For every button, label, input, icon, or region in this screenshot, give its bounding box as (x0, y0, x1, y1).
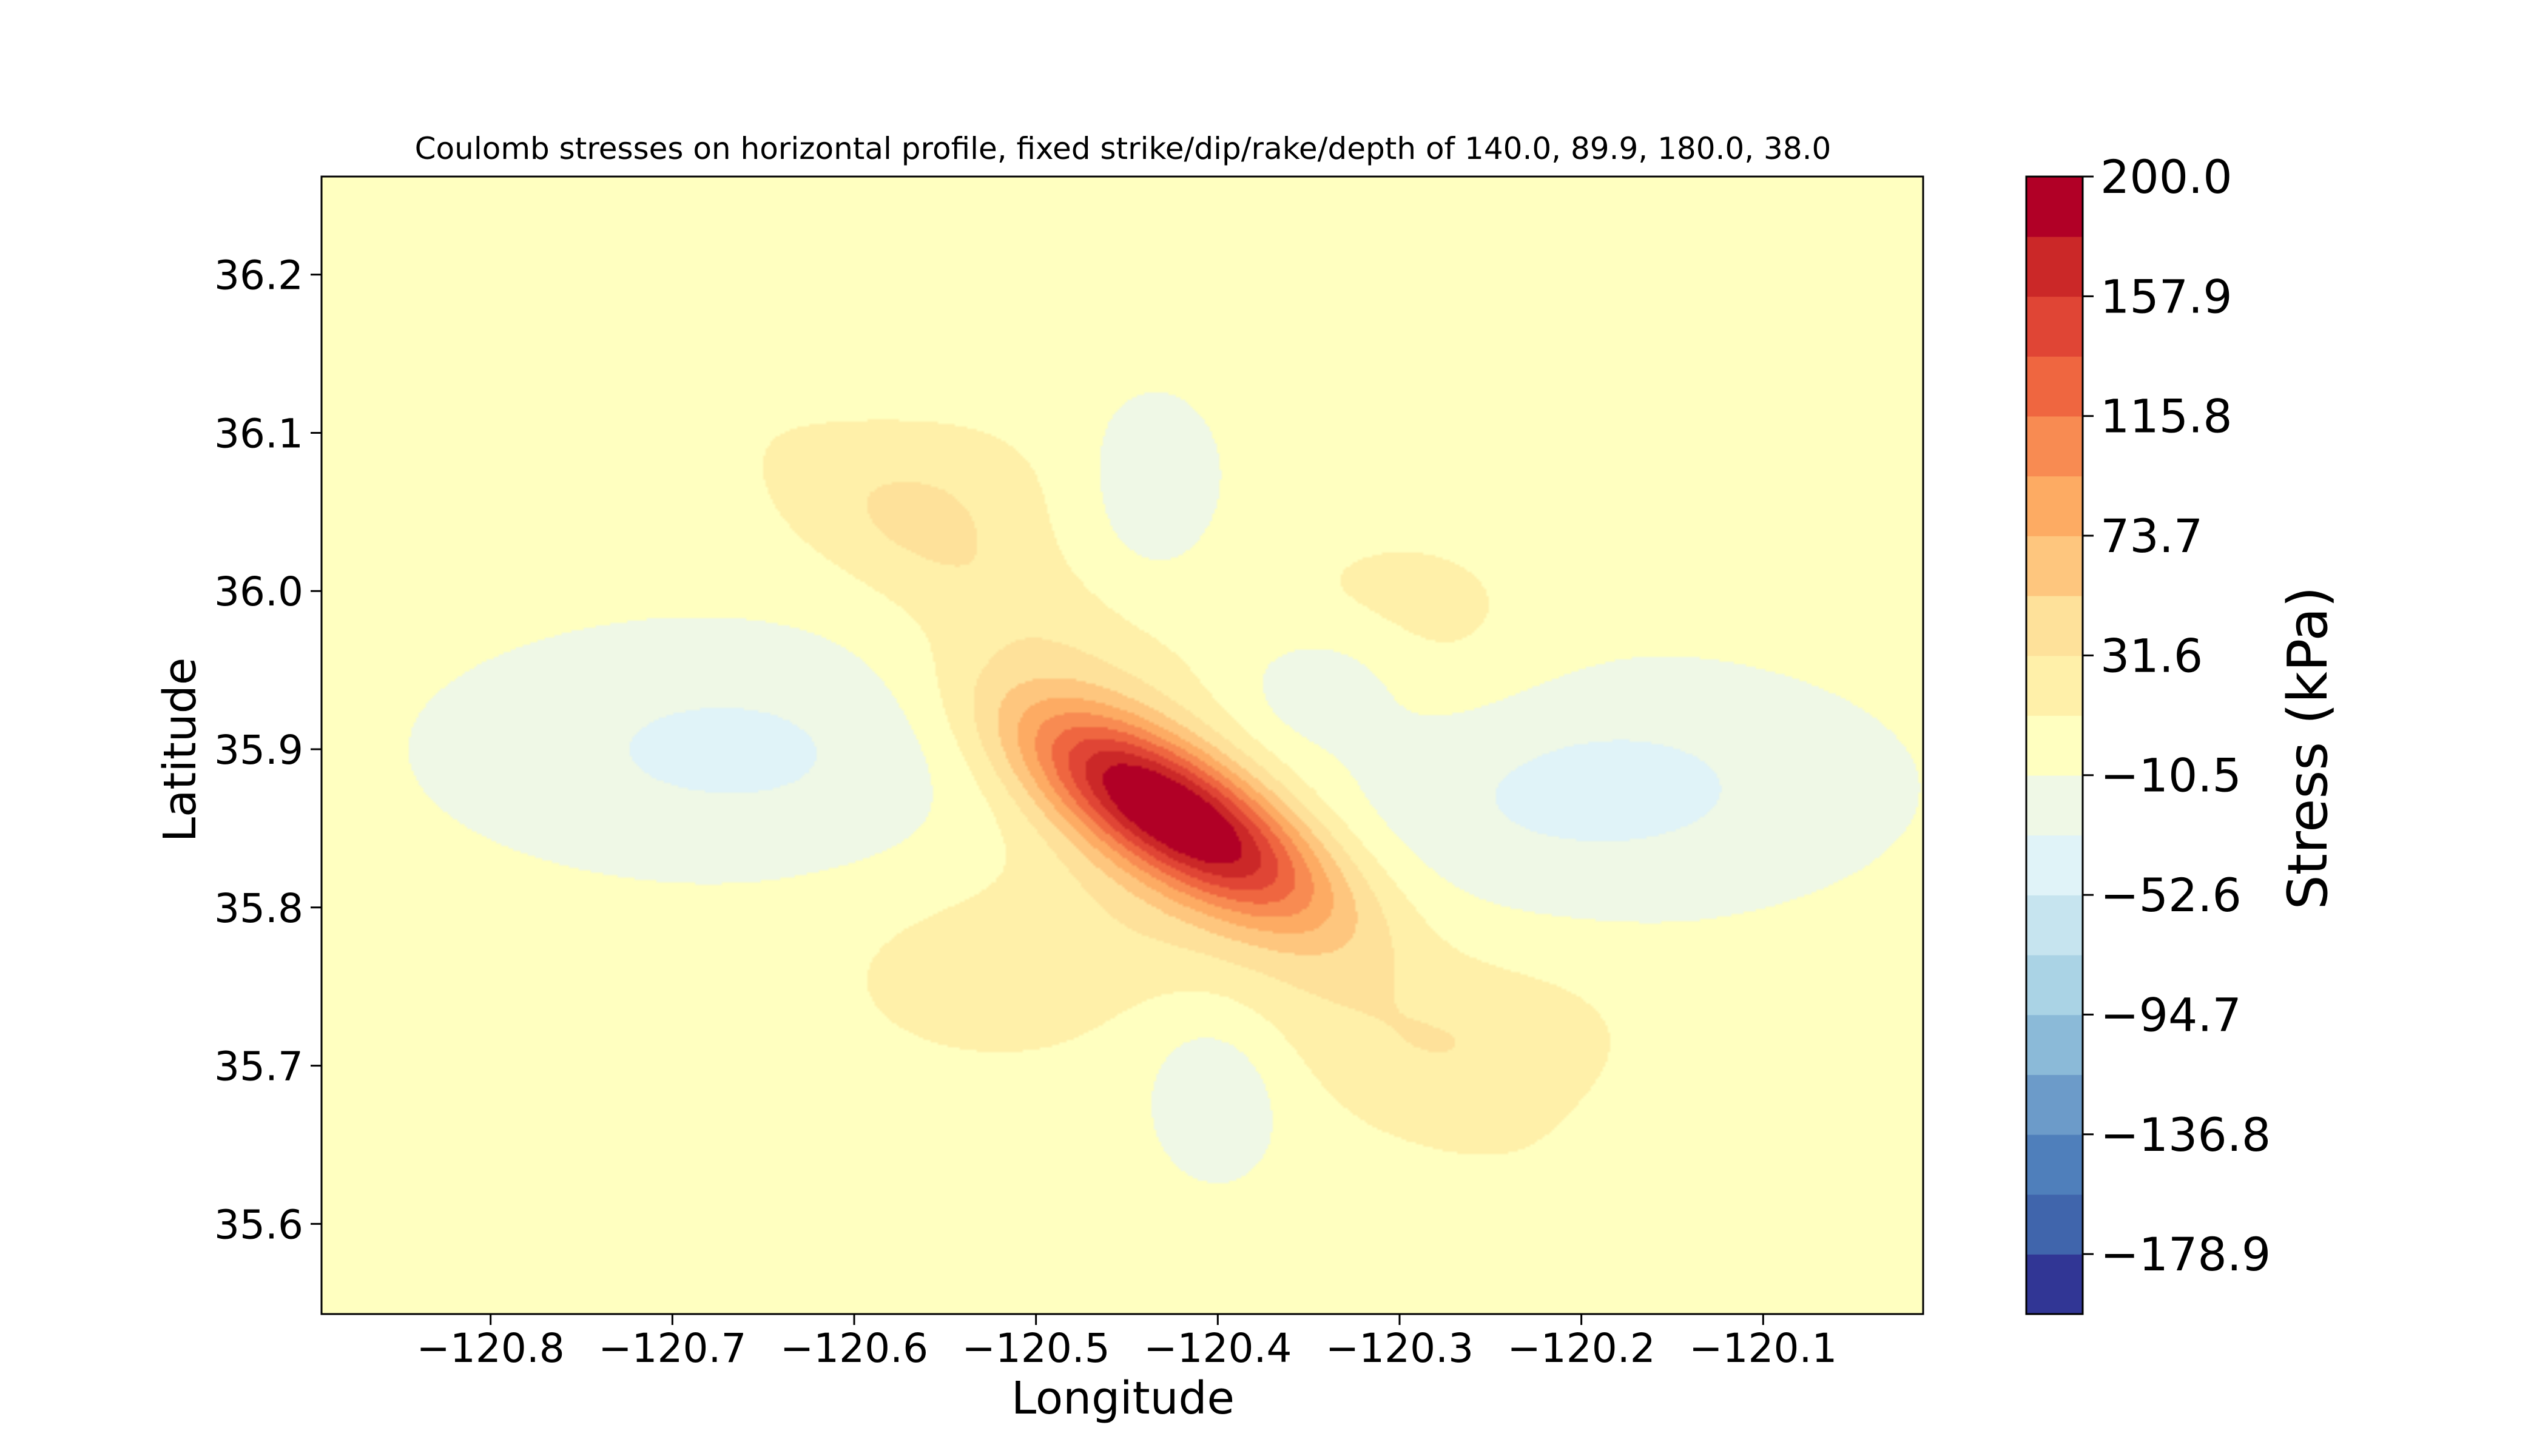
colorbar-ticks: 200.0 157.9 115.8 73.7 31.6 −10.5 −52.6 −94.7 −1… (2083, 150, 2271, 1281)
x-tick-label: −120.1 (1689, 1325, 1837, 1372)
colorbar-tick-label: −178.9 (2100, 1227, 2271, 1281)
colorbar-swatch (2026, 895, 2083, 956)
colorbar-swatch (2026, 1074, 2083, 1135)
colorbar-swatch (2026, 954, 2083, 1016)
y-tick-label: 36.2 (214, 252, 303, 299)
y-tick-label: 35.7 (214, 1043, 303, 1090)
y-axis-label: Latitude (154, 658, 206, 843)
y-tick-label: 35.6 (214, 1201, 303, 1248)
colorbar (2025, 175, 2084, 1315)
colorbar-label: Stress (kPa) (2276, 587, 2340, 910)
x-axis: −120.8 −120.7 −120.6 −120.5 −120.4 −120.3 −120… (417, 1314, 1837, 1372)
colorbar-swatch (2026, 1134, 2083, 1195)
y-tick-label: 36.1 (214, 410, 303, 457)
colorbar-swatch (2026, 1014, 2083, 1075)
colorbar-tick-label: 157.9 (2100, 269, 2233, 323)
colorbar-swatch (2026, 536, 2083, 596)
colorbar-swatch (2026, 595, 2083, 656)
plot-area (320, 175, 1924, 1315)
contour-field-container (322, 177, 1923, 1314)
colorbar-tick-label: −52.6 (2100, 868, 2242, 922)
colorbar-swatch (2026, 356, 2083, 417)
colorbar-tick-label: −94.7 (2100, 988, 2242, 1042)
colorbar-tick-label: 31.6 (2100, 629, 2203, 682)
colorbar-swatch (2026, 1194, 2083, 1255)
colorbar-tick-label: 73.7 (2100, 509, 2203, 563)
colorbar-tick-label: −136.8 (2100, 1108, 2271, 1162)
colorbar-swatch (2026, 296, 2083, 357)
colorbar-swatch (2026, 775, 2083, 836)
y-axis: 35.6 35.7 35.8 35.9 36.0 36.1 36.2 (214, 252, 322, 1248)
y-tick-label: 35.9 (214, 727, 303, 774)
colorbar-swatch (2026, 655, 2083, 716)
colorbar-swatch (2026, 1254, 2083, 1315)
contour-field (322, 177, 1923, 1314)
colorbar-swatch (2026, 476, 2083, 536)
colorbar-swatch (2026, 236, 2083, 297)
x-tick-label: −120.6 (780, 1325, 928, 1372)
y-tick-label: 36.0 (214, 568, 303, 615)
x-tick-label: −120.7 (598, 1325, 746, 1372)
colorbar-swatch (2026, 715, 2083, 776)
x-tick-label: −120.4 (1144, 1325, 1292, 1372)
x-tick-label: −120.8 (417, 1325, 565, 1372)
colorbar-tick-label: 115.8 (2100, 389, 2233, 443)
colorbar-swatch (2026, 835, 2083, 895)
x-tick-label: −120.5 (962, 1325, 1110, 1372)
chart-title: Coulomb stresses on horizontal profile, … (415, 131, 1832, 166)
colorbar-swatch (2026, 416, 2083, 477)
plot-frame (320, 175, 1924, 1315)
colorbar-swatch (2026, 177, 2083, 237)
colorbar-tick-label: −10.5 (2100, 749, 2242, 803)
colorbar-frame (2025, 175, 2084, 1315)
colorbar-tick-label: 200.0 (2100, 150, 2233, 204)
x-axis-label: Longitude (1011, 1372, 1235, 1424)
x-tick-label: −120.2 (1508, 1325, 1656, 1372)
y-tick-label: 35.8 (214, 885, 303, 932)
x-tick-label: −120.3 (1326, 1325, 1474, 1372)
